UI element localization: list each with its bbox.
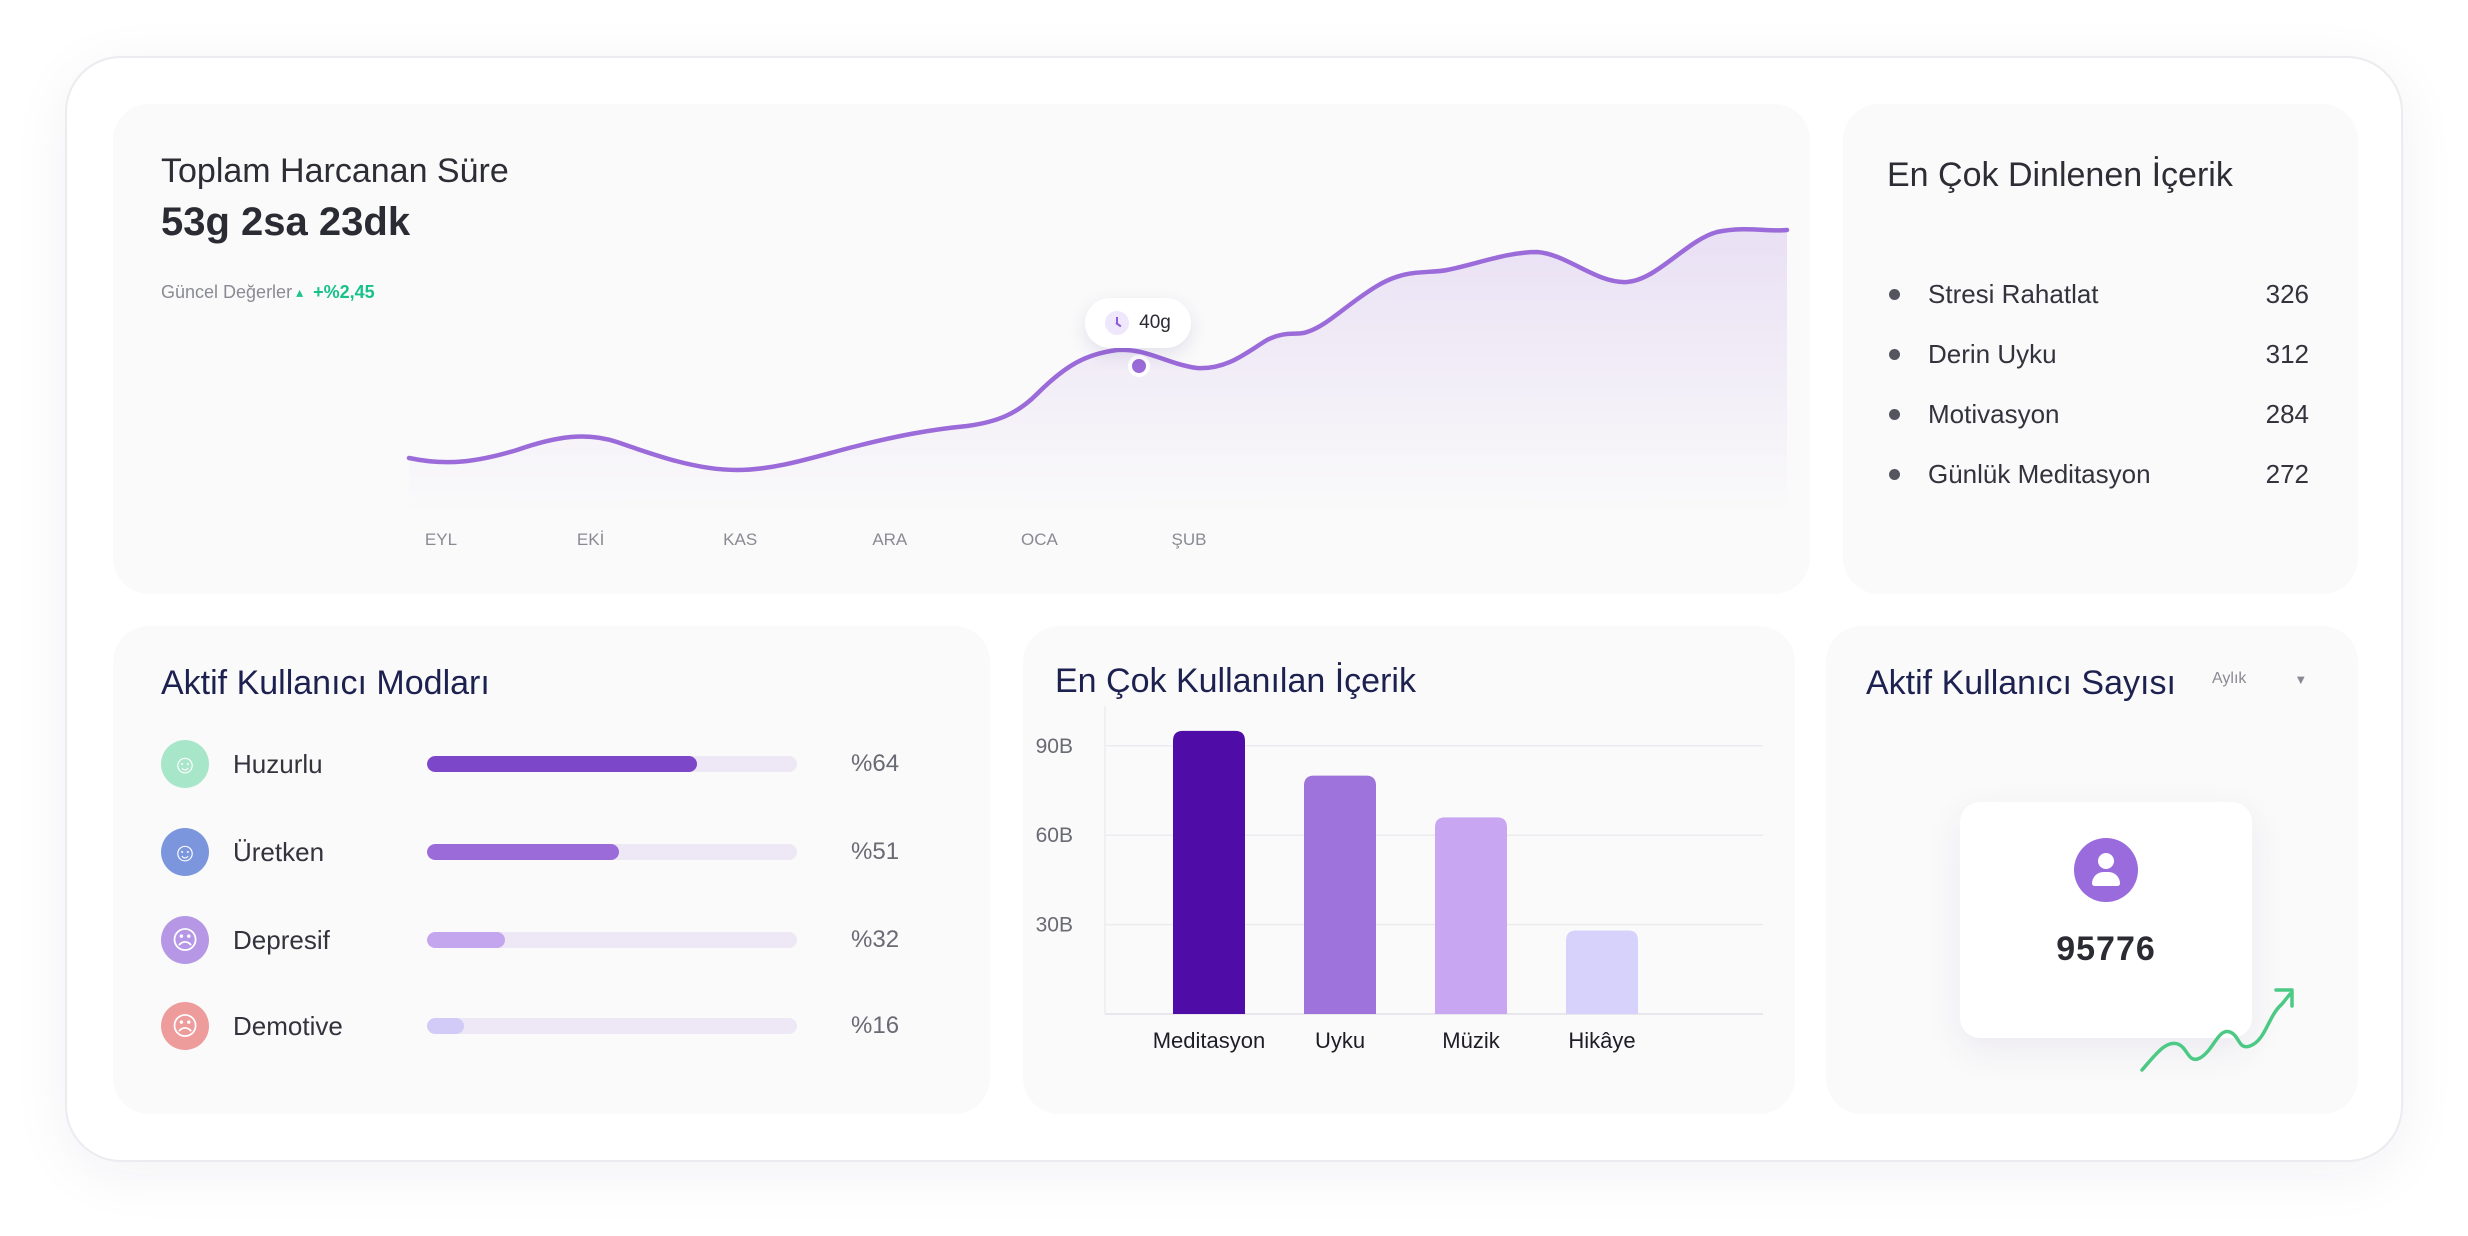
most-used-card: 30B 60B 90B Meditasyon Uyku Müzik Hikâye En Ço… [1023,626,1795,1114]
bar-uyku[interactable] [1304,775,1376,1014]
mood-label: Demotive [233,1010,343,1041]
line-area-fill [409,229,1787,514]
list-item-count: 272 [2265,458,2309,489]
star-eyes-face-icon: ☺ [161,828,209,876]
list-item-count: 312 [2265,338,2309,369]
happy-face-icon: ☺ [161,740,209,788]
bullet-icon [1889,288,1900,300]
chevron-down-icon: ▼ [2294,671,2308,687]
x-tick-label: Meditasyon [1153,1028,1266,1053]
mood-progress-fill [427,844,620,860]
mood-label: Huzurlu [233,748,323,779]
line-series [406,227,1790,473]
most-listened-card: En Çok Dinlenen İçerik Stresi Rahatlat 3… [1843,104,2358,594]
list-item-count: 284 [2265,398,2309,429]
mood-percentage: %32 [851,926,900,953]
mood-row-huzurlu: ☺ Huzurlu %64 [161,738,961,790]
trend-value: +%2,45 [313,282,375,302]
total-time-value: 53g 2sa 23dk [161,200,411,244]
chart-tooltip: 40g [1085,298,1191,348]
month-axis: EYL EKİ KAS ARA OCA ŞUB [425,530,1207,549]
list-item[interactable]: Günlük Meditasyon 272 [1889,444,2309,504]
x-tick-label: Hikâye [1568,1028,1635,1053]
list-item-name: Derin Uyku [1928,338,2057,369]
bullet-icon [1889,408,1900,420]
month-label: ŞUB [1172,530,1207,549]
x-tick-label: Müzik [1442,1028,1500,1053]
list-item-name: Motivasyon [1928,398,2060,429]
unhappy-face-icon: ☹ [161,1002,209,1050]
x-tick-label: Uyku [1315,1028,1365,1053]
mood-progress-track [427,756,797,772]
mood-progress-fill [427,756,698,772]
mood-progress-track [427,1018,797,1034]
mood-label: Depresif [233,924,330,955]
line-highlight-point [1128,355,1150,377]
user-moods-title: Aktif Kullanıcı Modları [161,664,490,702]
month-label: EYL [425,530,457,549]
mood-progress-track [427,844,797,860]
mood-percentage: %64 [851,750,900,777]
y-tick-label: 30B [1036,914,1073,937]
mood-progress-track [427,932,797,948]
period-value: Aylık [2212,670,2247,687]
list-item[interactable]: Stresi Rahatlat 326 [1889,264,2309,324]
clock-icon [1105,311,1130,335]
month-label: ARA [872,530,908,549]
tooltip-value: 40g [1139,312,1171,333]
most-used-title: En Çok Kullanılan İçerik [1055,662,1416,700]
mood-label: Üretken [233,836,325,867]
mood-row-demotive: ☹ Demotive %16 [161,1000,961,1052]
mood-progress-fill [427,1018,464,1034]
period-dropdown[interactable]: Aylık ▼ [2212,670,2307,688]
sad-face-icon: ☹ [161,916,209,964]
month-label: KAS [723,530,757,549]
most-listened-list: Stresi Rahatlat 326 Derin Uyku 312 Motiv… [1889,264,2309,504]
bullet-icon [1889,348,1900,360]
total-time-card: EYL EKİ KAS ARA OCA ŞUB Toplam Harcanan Süre … [113,104,1810,594]
caret-up-icon: ▴ [296,284,304,300]
trend-label: Güncel Değerler [161,282,293,302]
mood-progress-fill [427,932,505,948]
active-users-stat-box: 95776 [1960,802,2252,1038]
list-item-count: 326 [2265,278,2309,309]
active-users-value: 95776 [2056,930,2156,968]
y-tick-label: 90B [1036,735,1073,758]
mood-percentage: %51 [851,838,900,865]
trend-indicator: Güncel Değerler ▴ +%2,45 [161,282,375,303]
bar-hikâye[interactable] [1566,930,1638,1014]
bullet-icon [1889,468,1900,480]
list-item-name: Stresi Rahatlat [1928,278,2099,309]
trend-up-icon [2140,988,2294,1072]
bar-meditasyon[interactable] [1173,730,1245,1014]
list-item[interactable]: Motivasyon 284 [1889,384,2309,444]
bar-müzik[interactable] [1435,817,1507,1014]
mood-row-uretken: ☺ Üretken %51 [161,826,961,878]
list-item[interactable]: Derin Uyku 312 [1889,324,2309,384]
active-users-title: Aktif Kullanıcı Sayısı [1866,664,2176,702]
active-users-card: Aktif Kullanıcı Sayısı Aylık ▼ 95776 [1826,626,2358,1114]
most-used-bar-chart: 30B 60B 90B Meditasyon Uyku Müzik Hikâye [1036,706,1763,1053]
month-label: OCA [1021,530,1059,549]
total-time-line-chart: EYL EKİ KAS ARA OCA ŞUB [406,227,1790,549]
most-listened-title: En Çok Dinlenen İçerik [1887,156,2233,194]
user-icon [2074,838,2138,902]
month-label: EKİ [577,530,604,549]
y-tick-label: 60B [1036,824,1073,847]
user-moods-card: Aktif Kullanıcı Modları ☺ Huzurlu %64 ☺ … [113,626,990,1114]
list-item-name: Günlük Meditasyon [1928,458,2151,489]
mood-percentage: %16 [851,1012,900,1039]
mood-row-depresif: ☹ Depresif %32 [161,914,961,966]
total-time-title: Toplam Harcanan Süre [161,152,509,190]
